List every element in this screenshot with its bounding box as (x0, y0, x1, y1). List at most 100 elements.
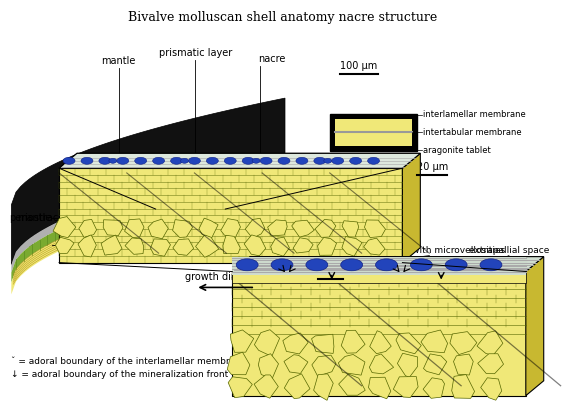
Text: ˇ = adoral boundary of the interlamellar membrane: ˇ = adoral boundary of the interlamellar… (11, 357, 247, 367)
Ellipse shape (135, 157, 147, 164)
Polygon shape (403, 153, 420, 262)
Polygon shape (369, 354, 393, 374)
Ellipse shape (306, 259, 328, 271)
Polygon shape (314, 374, 333, 400)
Polygon shape (56, 237, 74, 254)
Ellipse shape (109, 158, 117, 163)
Polygon shape (223, 235, 240, 254)
Polygon shape (11, 158, 285, 273)
Polygon shape (315, 220, 336, 237)
Text: 20 µm: 20 µm (417, 162, 448, 172)
Bar (232, 271, 526, 396)
Ellipse shape (350, 157, 362, 164)
Ellipse shape (271, 259, 293, 271)
Text: periostracum: periostracum (9, 213, 74, 223)
Polygon shape (478, 354, 503, 374)
Polygon shape (477, 331, 503, 355)
Text: aragonite tablet: aragonite tablet (424, 146, 491, 155)
Polygon shape (424, 354, 447, 375)
Ellipse shape (411, 259, 432, 271)
Polygon shape (283, 333, 308, 354)
Polygon shape (423, 378, 445, 398)
Ellipse shape (99, 157, 111, 164)
Polygon shape (526, 257, 544, 396)
Ellipse shape (236, 259, 258, 271)
Text: prismatic layer: prismatic layer (159, 48, 232, 58)
Ellipse shape (445, 259, 467, 271)
Bar (59, 168, 403, 262)
Polygon shape (228, 377, 252, 398)
Ellipse shape (332, 157, 344, 164)
Polygon shape (78, 235, 96, 257)
Ellipse shape (180, 158, 188, 163)
Polygon shape (59, 153, 420, 168)
Polygon shape (450, 332, 477, 355)
Polygon shape (11, 176, 285, 294)
Ellipse shape (117, 157, 129, 164)
Ellipse shape (375, 259, 397, 271)
Polygon shape (254, 375, 278, 398)
Text: 5 µm: 5 µm (317, 266, 342, 277)
Polygon shape (452, 375, 475, 399)
Polygon shape (199, 218, 218, 238)
Polygon shape (230, 330, 254, 352)
Text: extrapallial space: extrapallial space (469, 246, 549, 255)
Polygon shape (221, 219, 240, 238)
Polygon shape (363, 238, 385, 255)
Polygon shape (284, 355, 308, 373)
Polygon shape (393, 377, 418, 397)
Polygon shape (245, 218, 265, 238)
Ellipse shape (63, 157, 75, 164)
Bar (232, 271, 526, 284)
Polygon shape (270, 237, 289, 256)
Text: 100 µm: 100 µm (340, 61, 377, 71)
Polygon shape (284, 374, 310, 399)
Polygon shape (11, 98, 285, 264)
Text: mantle: mantle (17, 213, 51, 223)
Polygon shape (244, 235, 266, 256)
Polygon shape (79, 220, 96, 237)
Ellipse shape (296, 157, 308, 164)
Bar (232, 257, 526, 275)
Polygon shape (172, 220, 193, 237)
Polygon shape (150, 239, 171, 256)
Text: mantle: mantle (101, 56, 136, 66)
Text: Bivalve molluscan shell anatomy nacre structure: Bivalve molluscan shell anatomy nacre st… (128, 11, 438, 24)
Ellipse shape (252, 158, 260, 163)
Polygon shape (232, 257, 544, 271)
Polygon shape (101, 235, 122, 255)
Ellipse shape (260, 157, 272, 164)
Polygon shape (11, 166, 285, 282)
Ellipse shape (171, 157, 183, 164)
Polygon shape (196, 235, 219, 257)
Polygon shape (454, 354, 473, 375)
Polygon shape (342, 237, 362, 256)
Polygon shape (312, 355, 336, 376)
Ellipse shape (188, 157, 200, 164)
Polygon shape (59, 153, 420, 168)
Polygon shape (311, 334, 334, 354)
Polygon shape (338, 374, 365, 395)
Polygon shape (370, 331, 391, 354)
Text: ↓ = adoral boundary of the mineralization front: ↓ = adoral boundary of the mineralizatio… (11, 370, 229, 379)
Polygon shape (342, 221, 359, 237)
Text: interlamellar membrane: interlamellar membrane (424, 110, 526, 119)
Polygon shape (369, 377, 391, 399)
Polygon shape (259, 354, 278, 379)
Polygon shape (255, 330, 280, 356)
Polygon shape (397, 353, 418, 377)
Ellipse shape (314, 157, 326, 164)
Polygon shape (293, 238, 313, 253)
Ellipse shape (367, 157, 379, 164)
Polygon shape (53, 217, 76, 238)
Ellipse shape (81, 157, 93, 164)
Polygon shape (103, 220, 123, 236)
Polygon shape (421, 330, 447, 353)
Polygon shape (318, 237, 336, 255)
Polygon shape (396, 333, 421, 354)
Polygon shape (292, 220, 314, 237)
Text: mantle cells with microvellosities: mantle cells with microvellosities (354, 246, 505, 255)
Polygon shape (481, 378, 502, 400)
Text: intertabular membrane: intertabular membrane (424, 128, 522, 137)
Ellipse shape (278, 157, 290, 164)
